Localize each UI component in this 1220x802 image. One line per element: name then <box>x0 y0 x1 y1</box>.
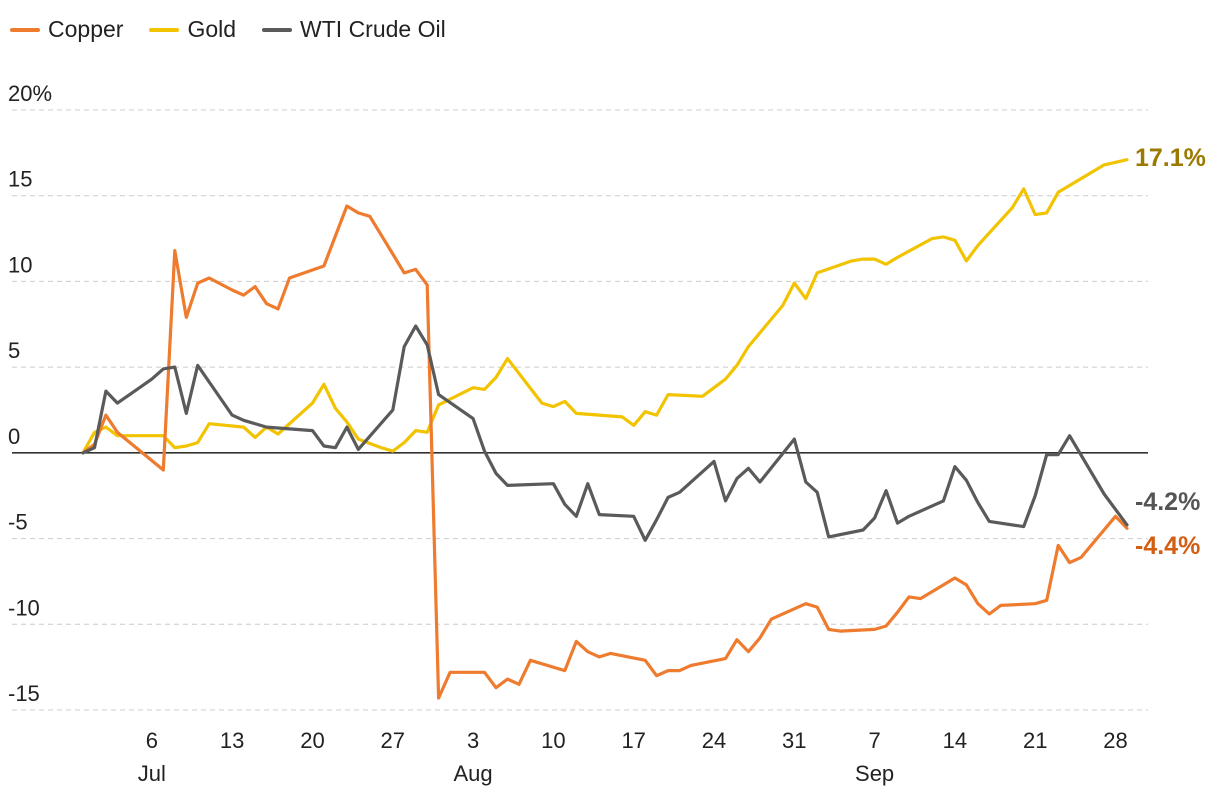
y-tick-label: 15 <box>8 167 32 192</box>
legend-label-gold: Gold <box>187 16 237 42</box>
x-tick-label: 14 <box>943 728 967 753</box>
y-tick-label: -15 <box>8 681 40 706</box>
x-month-label: Sep <box>855 761 894 786</box>
labels-layer: 20% 15 10 5 0 -5 -10 -15 6 Jul 13 20 27 3 Aug 10 17 24 31 7… <box>8 81 1206 786</box>
legend-swatch-oil <box>262 27 293 32</box>
x-tick-label: 13 <box>220 728 244 753</box>
legend-swatch-gold <box>149 27 180 32</box>
x-tick-label: 3 <box>467 728 479 753</box>
x-tick-label: 31 <box>782 728 806 753</box>
legend: Copper Gold WTI Crude Oil <box>10 16 446 43</box>
legend-item-copper: Copper <box>10 16 123 43</box>
series-line-oil <box>81 324 1129 542</box>
legend-label-oil: WTI Crude Oil <box>300 16 446 42</box>
legend-label-copper: Copper <box>48 16 124 42</box>
x-tick-label: 24 <box>702 728 726 753</box>
x-tick-label: 10 <box>541 728 565 753</box>
y-tick-label: 5 <box>8 338 20 363</box>
x-tick-label: 20 <box>300 728 324 753</box>
x-month-label: Jul <box>138 761 166 786</box>
series-line-copper <box>81 204 1129 700</box>
series-line-gold <box>81 158 1129 455</box>
x-tick-label: 7 <box>868 728 880 753</box>
y-tick-label: 0 <box>8 424 20 449</box>
x-tick-label: 6 <box>146 728 158 753</box>
y-tick-label: -10 <box>8 595 40 620</box>
legend-item-gold: Gold <box>149 16 236 43</box>
legend-swatch-copper <box>10 27 40 32</box>
x-month-label: Aug <box>453 761 492 786</box>
end-label-oil: -4.2% <box>1135 488 1200 516</box>
legend-item-oil: WTI Crude Oil <box>262 16 446 43</box>
x-tick-label: 28 <box>1103 728 1127 753</box>
grid-layer <box>12 109 1148 711</box>
lines-layer <box>81 158 1129 700</box>
x-tick-label: 27 <box>381 728 405 753</box>
y-tick-label: 20% <box>8 81 52 106</box>
y-tick-label: 10 <box>8 252 32 277</box>
x-tick-label: 21 <box>1023 728 1047 753</box>
y-tick-label: -5 <box>8 510 28 535</box>
x-tick-label: 17 <box>621 728 645 753</box>
end-label-copper: -4.4% <box>1135 532 1200 560</box>
end-label-gold: 17.1% <box>1135 144 1206 172</box>
